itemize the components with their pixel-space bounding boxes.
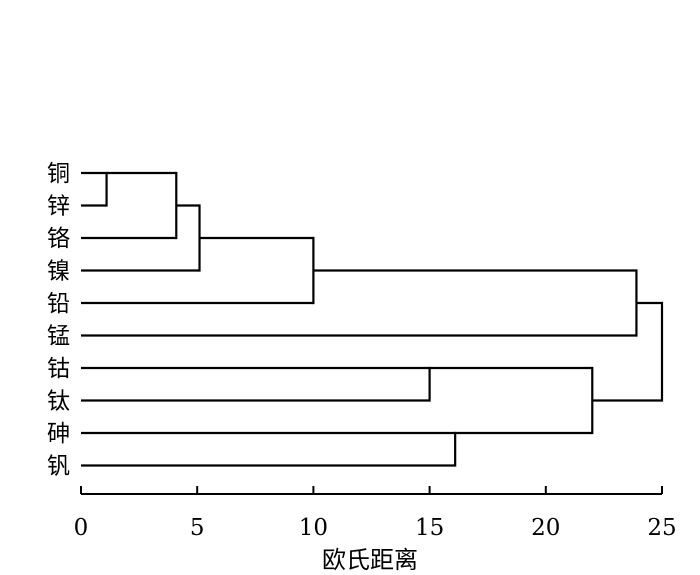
- leaf-label: 钴: [47, 356, 70, 382]
- leaf-label: 钛: [47, 389, 70, 415]
- leaf-label: 锌: [47, 194, 70, 220]
- x-tick-label: 25: [647, 515, 676, 541]
- dendrogram-links: [81, 171, 664, 467]
- leaf-label: 铅: [47, 291, 70, 317]
- leaf-label: 锰: [47, 324, 70, 350]
- x-tick-label: 0: [74, 515, 89, 541]
- x-tick-label: 5: [190, 515, 205, 541]
- x-tick-label: 20: [531, 515, 560, 541]
- leaf-label: 铜: [47, 161, 70, 187]
- leaf-label: 钒: [47, 454, 70, 480]
- x-axis: 0 5 10 15 20 25: [74, 486, 677, 541]
- leaf-label: 镍: [47, 259, 70, 285]
- x-tick-label: 10: [299, 515, 328, 541]
- leaf-label: 砷: [47, 421, 70, 447]
- x-tick-label: 15: [415, 515, 444, 541]
- x-axis-title: 欧氏距离: [322, 546, 418, 574]
- leaf-label: 铬: [47, 226, 70, 252]
